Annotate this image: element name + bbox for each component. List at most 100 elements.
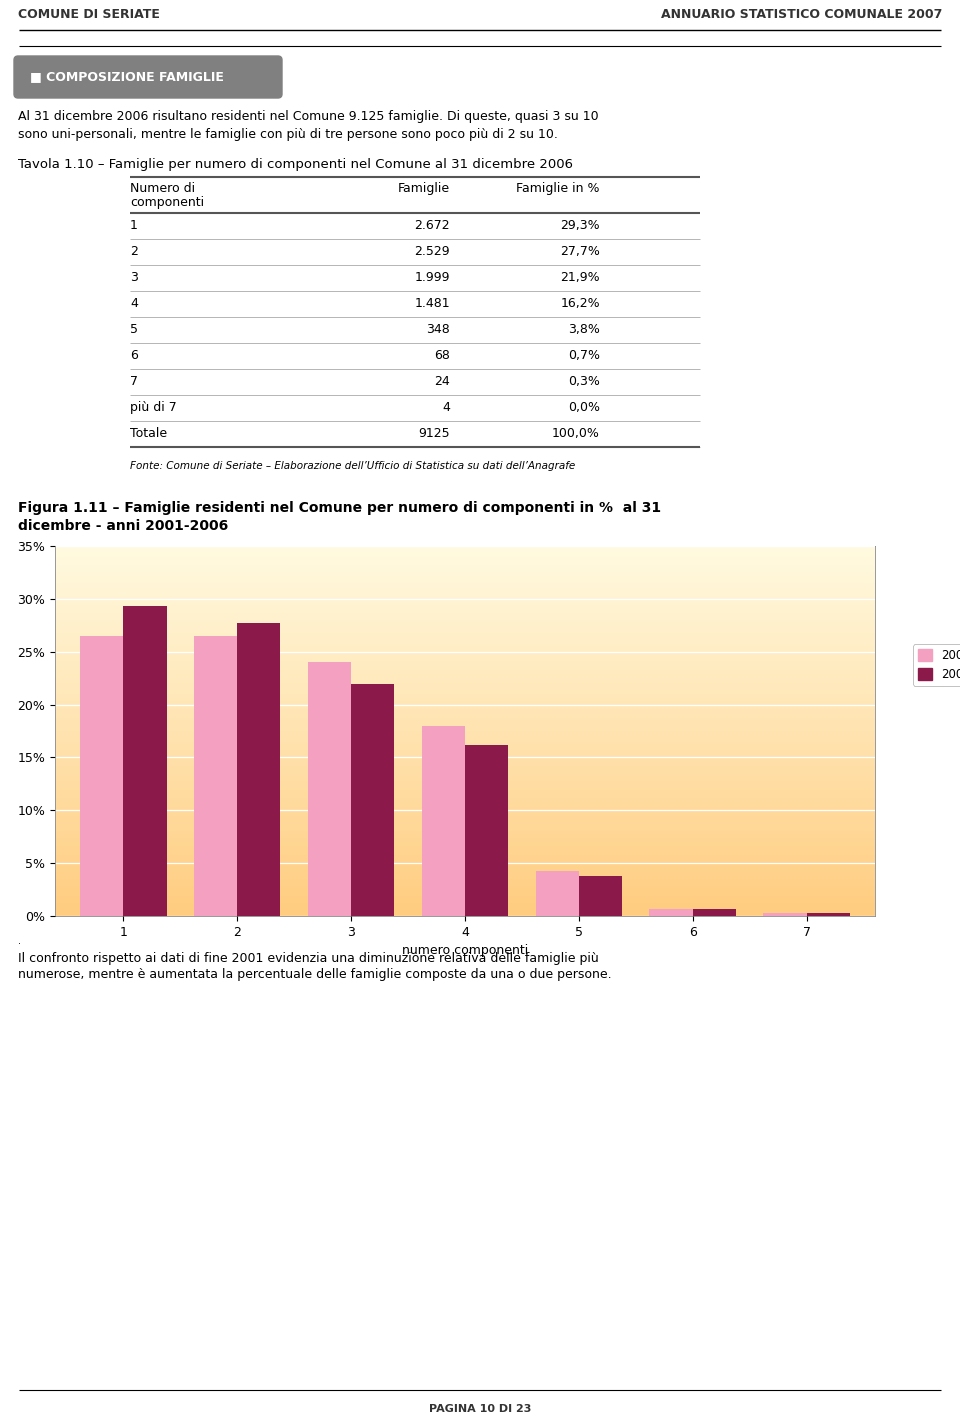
Bar xyxy=(55,889,960,890)
Bar xyxy=(55,565,960,566)
Bar xyxy=(421,725,465,916)
Bar xyxy=(55,791,960,792)
Bar xyxy=(55,870,960,872)
Bar xyxy=(55,867,960,870)
Bar xyxy=(55,849,960,852)
Bar xyxy=(55,614,960,616)
Bar xyxy=(55,675,960,677)
Bar xyxy=(55,862,960,865)
Bar xyxy=(55,712,960,714)
Bar xyxy=(763,913,806,916)
Bar xyxy=(55,637,960,638)
Bar xyxy=(55,812,960,815)
Bar xyxy=(55,745,960,748)
Text: ■ COMPOSIZIONE FAMIGLIE: ■ COMPOSIZIONE FAMIGLIE xyxy=(30,71,224,84)
Text: Totale: Totale xyxy=(130,427,167,439)
Bar xyxy=(55,555,960,557)
Bar xyxy=(55,681,960,683)
Text: 9125: 9125 xyxy=(419,427,450,439)
Bar xyxy=(55,877,960,879)
Bar xyxy=(55,687,960,688)
Bar xyxy=(55,663,960,664)
Bar xyxy=(55,823,960,825)
Bar xyxy=(55,613,960,614)
Text: Figura 1.11 – Famiglie residenti nel Comune per numero di componenti in %  al 31: Figura 1.11 – Famiglie residenti nel Com… xyxy=(18,501,661,515)
Bar xyxy=(55,755,960,757)
Bar xyxy=(465,745,508,916)
Text: 1.481: 1.481 xyxy=(415,297,450,310)
Bar xyxy=(55,674,960,675)
Text: 0,0%: 0,0% xyxy=(568,401,600,414)
Bar xyxy=(806,913,850,916)
Bar xyxy=(55,809,960,811)
Bar xyxy=(55,602,960,603)
Bar xyxy=(55,624,960,626)
Bar xyxy=(55,843,960,846)
Text: componenti: componenti xyxy=(130,196,204,209)
Bar xyxy=(55,724,960,725)
Bar xyxy=(55,627,960,630)
Bar xyxy=(55,822,960,823)
Bar xyxy=(55,883,960,884)
Bar xyxy=(55,644,960,646)
Bar xyxy=(55,714,960,717)
Bar xyxy=(55,664,960,667)
Bar xyxy=(55,560,960,563)
Bar xyxy=(55,680,960,681)
Bar xyxy=(55,616,960,619)
Bar xyxy=(55,904,960,907)
Bar xyxy=(55,766,960,768)
Bar xyxy=(55,729,960,731)
Bar xyxy=(55,805,960,806)
Bar xyxy=(55,866,960,867)
Bar xyxy=(55,633,960,634)
Text: 6: 6 xyxy=(130,348,138,363)
Bar xyxy=(55,737,960,738)
Text: 2.672: 2.672 xyxy=(415,219,450,232)
Bar xyxy=(55,816,960,818)
Bar xyxy=(55,852,960,853)
Bar xyxy=(55,634,960,637)
Bar xyxy=(55,894,960,896)
Bar xyxy=(55,842,960,843)
Bar xyxy=(55,552,960,553)
Bar xyxy=(55,583,960,584)
Bar xyxy=(55,563,960,565)
Bar xyxy=(55,688,960,690)
Bar xyxy=(55,651,960,653)
Bar xyxy=(55,785,960,786)
Bar xyxy=(55,764,960,766)
Text: 0,3%: 0,3% xyxy=(568,375,600,388)
Bar xyxy=(55,708,960,711)
Bar xyxy=(55,611,960,613)
Bar xyxy=(55,731,960,732)
Bar xyxy=(55,700,960,701)
Text: Al 31 dicembre 2006 risultano residenti nel Comune 9.125 famiglie. Di queste, qu: Al 31 dicembre 2006 risultano residenti … xyxy=(18,109,599,122)
Bar xyxy=(55,830,960,833)
Bar xyxy=(55,897,960,899)
Text: 1: 1 xyxy=(130,219,138,232)
Bar xyxy=(55,749,960,751)
Bar xyxy=(55,828,960,829)
Bar xyxy=(55,693,960,694)
Bar xyxy=(55,646,960,648)
Bar xyxy=(55,553,960,555)
Bar xyxy=(55,707,960,708)
Bar xyxy=(55,621,960,624)
Bar xyxy=(55,600,960,602)
Bar xyxy=(55,848,960,849)
Bar xyxy=(55,759,960,761)
Bar xyxy=(55,650,960,651)
Bar xyxy=(55,606,960,607)
Bar xyxy=(55,774,960,775)
FancyBboxPatch shape xyxy=(14,55,282,98)
Bar xyxy=(693,909,736,916)
Bar xyxy=(55,592,960,594)
Bar xyxy=(55,683,960,685)
Bar xyxy=(55,899,960,902)
Bar xyxy=(55,643,960,644)
Legend: 2001, 2006: 2001, 2006 xyxy=(913,644,960,685)
Bar xyxy=(55,751,960,754)
Bar xyxy=(55,577,960,579)
X-axis label: numero componenti: numero componenti xyxy=(402,944,528,957)
